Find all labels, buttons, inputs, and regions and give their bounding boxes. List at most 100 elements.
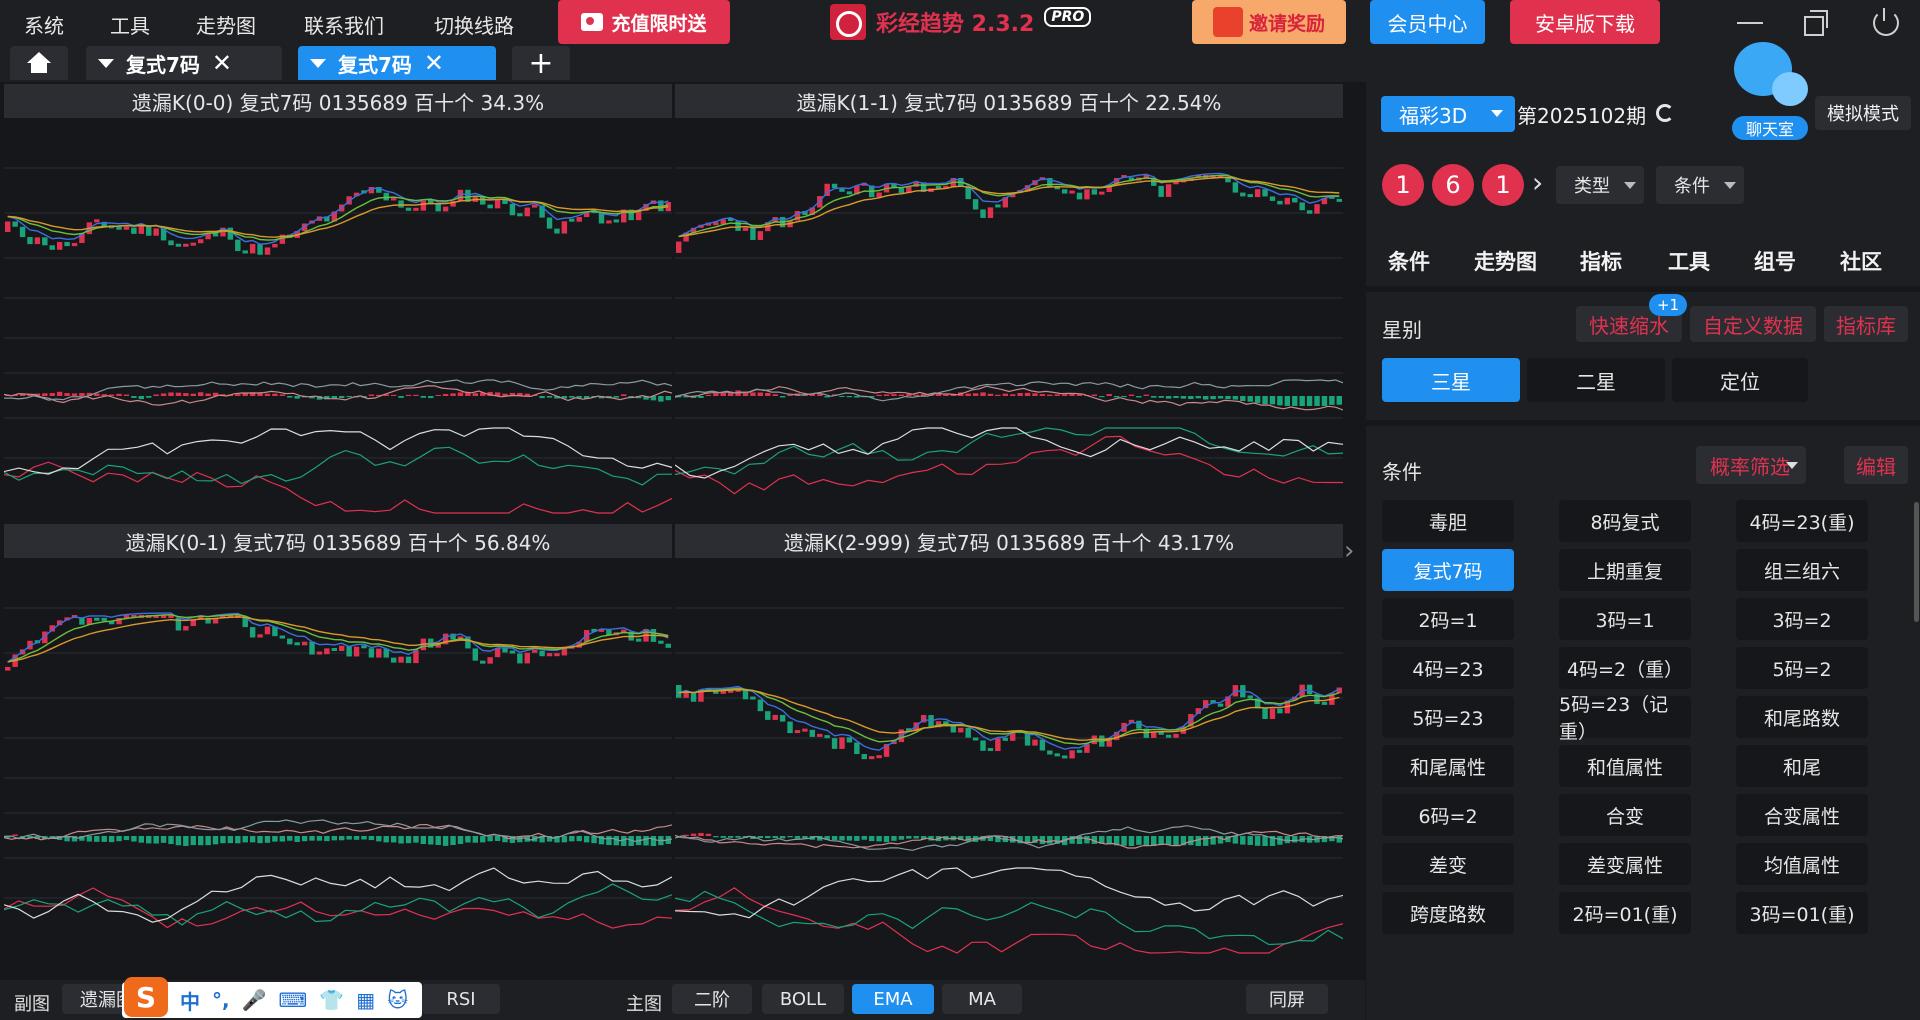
condition-button[interactable]: 和尾 (1736, 745, 1868, 787)
tab-home[interactable] (10, 46, 68, 80)
condition-button[interactable]: 差变属性 (1559, 843, 1691, 885)
macd-bar (353, 836, 360, 840)
chart-canvas[interactable] (675, 118, 1343, 520)
condition-button[interactable]: 5码=2 (1736, 647, 1868, 689)
star-three[interactable]: 三星 (1382, 358, 1520, 402)
ime-toolbar[interactable]: S 中 °, 🎤 ⌨ 👕 ▦ 🐱 (122, 977, 422, 1018)
ime-punct-icon[interactable]: °, (212, 988, 230, 1012)
minimize-icon[interactable] (1734, 8, 1764, 36)
condition-button[interactable]: 和尾路数 (1736, 696, 1868, 738)
condition-button[interactable]: 毒胆 (1382, 500, 1514, 542)
condition-button[interactable]: 复式7码 (1382, 549, 1514, 591)
chart-canvas[interactable] (4, 118, 672, 520)
condition-button[interactable]: 跨度路数 (1382, 892, 1514, 934)
tab-item-active[interactable]: 复式7码 ✕ (298, 46, 496, 80)
keyboard-icon[interactable]: ⌨ (278, 988, 308, 1012)
probability-filter-select[interactable]: 概率筛选 (1696, 446, 1806, 484)
condition-button[interactable]: 5码=23（记重） (1559, 694, 1691, 743)
condition-button[interactable]: 8码复式 (1559, 500, 1691, 542)
main-btn-second-order[interactable]: 二阶 (672, 984, 752, 1014)
candle (1329, 195, 1335, 199)
toolbox-icon[interactable]: ▦ (356, 988, 376, 1012)
condition-button[interactable]: 4码=2（重） (1559, 647, 1691, 689)
main-btn-ema[interactable]: EMA (852, 984, 934, 1014)
condition-button[interactable]: 4码=23 (1382, 647, 1514, 689)
chart-canvas[interactable] (4, 558, 672, 960)
star-two[interactable]: 二星 (1527, 358, 1665, 402)
macd-bar (1284, 396, 1291, 406)
lottery-select[interactable]: 福彩3D (1381, 96, 1515, 132)
refresh-icon[interactable] (1656, 104, 1674, 122)
condition-button[interactable]: 2码=01(重) (1559, 892, 1691, 934)
type-select[interactable]: 类型 (1556, 166, 1644, 204)
chart-canvas[interactable] (675, 558, 1343, 960)
macd-bar (772, 394, 778, 396)
android-download-button[interactable]: 安卓版下载 (1510, 0, 1660, 44)
dropdown-triangle-icon[interactable] (98, 58, 114, 68)
main-btn-ma[interactable]: MA (942, 984, 1022, 1014)
menu-trend[interactable]: 走势图 (196, 14, 256, 38)
menu-tools[interactable]: 工具 (110, 14, 150, 38)
condition-button[interactable]: 6码=2 (1382, 794, 1514, 836)
chart-panel[interactable]: 遗漏K(0-0) 复式7码 0135689 百十个 34.3% (4, 84, 672, 520)
chart-panel[interactable]: 遗漏K(2-999) 复式7码 0135689 百十个 43.17% (675, 524, 1343, 960)
ime-chinese-toggle[interactable]: 中 (180, 989, 200, 1014)
rp-tab-groups[interactable]: 组号 (1754, 250, 1796, 274)
condition-button[interactable]: 4码=23(重) (1736, 500, 1868, 542)
condition-button[interactable]: 3码=2 (1736, 598, 1868, 640)
menu-switch-line[interactable]: 切换线路 (434, 14, 514, 38)
rsi-button[interactable]: RSI (422, 984, 500, 1014)
rp-tab-trend[interactable]: 走势图 (1474, 250, 1537, 274)
condition-button[interactable]: 3码=01(重) (1736, 892, 1868, 934)
macd-signal-line (4, 819, 672, 843)
maximize-icon[interactable] (1800, 8, 1830, 36)
rp-tab-community[interactable]: 社区 (1840, 250, 1882, 274)
sync-screen-button[interactable]: 同屏 (1246, 984, 1328, 1014)
condition-button[interactable]: 合变属性 (1736, 794, 1868, 836)
main-btn-boll[interactable]: BOLL (762, 984, 844, 1014)
tab-item[interactable]: 复式7码 ✕ (86, 46, 282, 80)
condition-button[interactable]: 2码=1 (1382, 598, 1514, 640)
star-position[interactable]: 定位 (1672, 358, 1808, 402)
condition-button[interactable]: 5码=23 (1382, 696, 1514, 738)
close-icon[interactable]: ✕ (423, 49, 445, 77)
skin-icon[interactable]: 👕 (319, 988, 345, 1012)
scrollbar[interactable] (1914, 502, 1919, 622)
condition-select[interactable]: 条件 (1656, 166, 1744, 204)
recharge-promo-button[interactable]: 充值限时送 (558, 0, 730, 44)
indicator-library-button[interactable]: 指标库 (1824, 306, 1908, 342)
vip-center-button[interactable]: 会员中心 (1370, 0, 1485, 44)
edit-button[interactable]: 编辑 (1844, 446, 1908, 484)
rp-tab-tools[interactable]: 工具 (1668, 250, 1710, 274)
condition-button[interactable]: 差变 (1382, 843, 1514, 885)
divider (1366, 286, 1920, 292)
menu-system[interactable]: 系统 (24, 14, 64, 38)
macd-bar (621, 836, 627, 846)
condition-button[interactable]: 组三组六 (1736, 549, 1868, 591)
candle (1002, 197, 1008, 208)
condition-button[interactable]: 和尾属性 (1382, 745, 1514, 787)
rp-tab-conditions[interactable]: 条件 (1388, 250, 1430, 274)
add-tab-button[interactable]: + (512, 46, 570, 81)
sogou-logo-icon[interactable]: S (124, 977, 168, 1017)
simulation-mode-button[interactable]: 模拟模式 (1815, 96, 1911, 130)
custom-data-button[interactable]: 自定义数据 (1690, 306, 1816, 342)
condition-button[interactable]: 均值属性 (1736, 843, 1868, 885)
menu-contact[interactable]: 联系我们 (304, 14, 384, 38)
condition-button[interactable]: 和值属性 (1559, 745, 1691, 787)
condition-button[interactable]: 3码=1 (1559, 598, 1691, 640)
dropdown-triangle-icon[interactable] (310, 58, 326, 68)
rp-tab-indicator[interactable]: 指标 (1580, 250, 1622, 274)
microphone-icon[interactable]: 🎤 (241, 988, 267, 1012)
close-icon[interactable]: ✕ (211, 49, 233, 77)
mascot-icon[interactable]: 🐱 (387, 988, 409, 1012)
chart-panel[interactable]: 遗漏K(0-1) 复式7码 0135689 百十个 56.84% (4, 524, 672, 960)
collapse-arrow-icon[interactable]: › (1344, 536, 1355, 566)
invite-reward-button[interactable]: 邀请奖励 (1192, 0, 1346, 44)
power-close-icon[interactable] (1870, 8, 1900, 36)
chart-panel[interactable]: 遗漏K(1-1) 复式7码 0135689 百十个 22.54% (675, 84, 1343, 520)
chevron-right-icon[interactable]: › (1532, 166, 1544, 199)
condition-button[interactable]: 合变 (1559, 794, 1691, 836)
chat-room-button[interactable]: 聊天室 (1730, 42, 1810, 142)
condition-button[interactable]: 上期重复 (1559, 549, 1691, 591)
